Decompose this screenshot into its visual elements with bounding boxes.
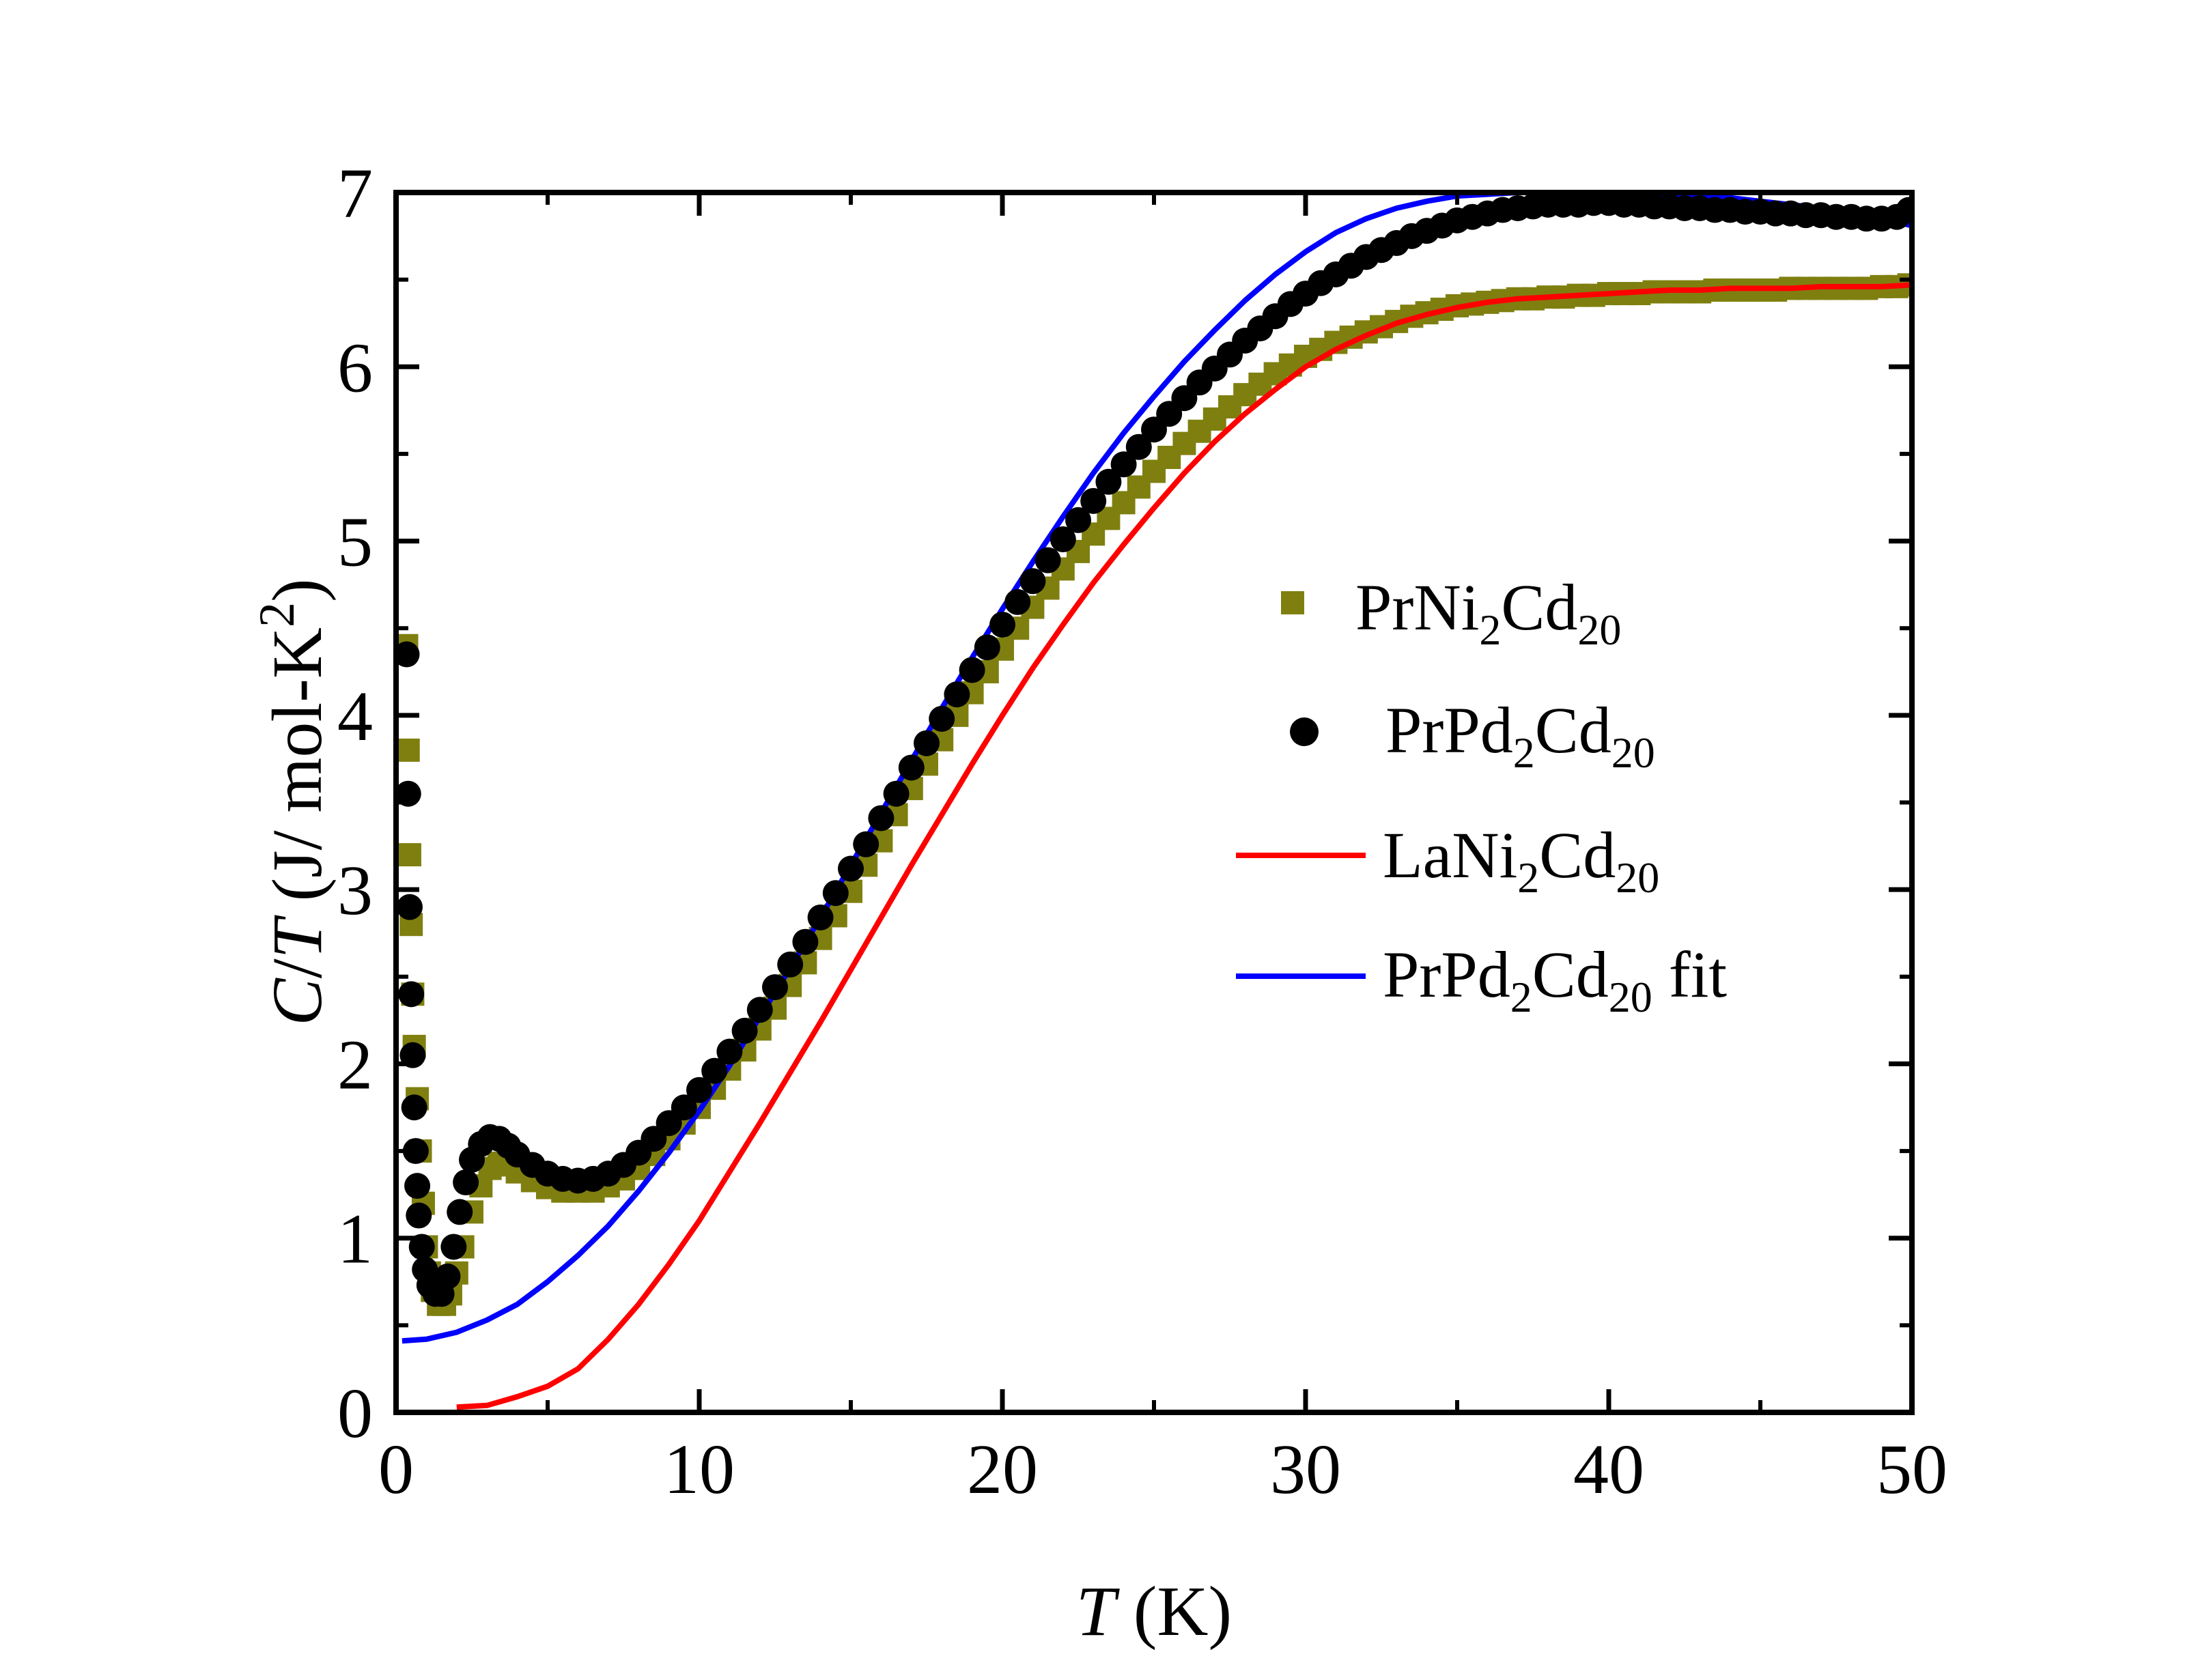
- data-point-prpd2cd20: [853, 831, 879, 857]
- legend-marker-prni2cd20: [1281, 591, 1304, 614]
- data-point-prpd2cd20: [453, 1169, 479, 1196]
- data-point-prpd2cd20: [1125, 433, 1152, 460]
- data-point-prpd2cd20: [731, 1017, 758, 1044]
- y-tick-label: 7: [337, 154, 373, 233]
- data-point-prpd2cd20: [898, 754, 925, 781]
- data-point-prpd2cd20: [807, 904, 834, 930]
- y-tick-label: 6: [337, 328, 373, 407]
- data-point-prpd2cd20: [838, 855, 864, 882]
- data-point-prpd2cd20: [777, 951, 804, 978]
- x-tick-label: 10: [664, 1430, 735, 1509]
- y-tick-label: 5: [337, 503, 373, 582]
- data-point-prpd2cd20: [1065, 507, 1091, 533]
- x-tick-label: 30: [1270, 1430, 1341, 1509]
- legend: PrNi2Cd20 PrPd2Cd20 LaNi2Cd20 PrPd2Cd20 …: [1236, 571, 1727, 1021]
- series-line-lani2cd20: [456, 282, 1912, 1410]
- data-point-prpd2cd20: [440, 1234, 467, 1260]
- data-point-prpd2cd20: [1110, 451, 1137, 478]
- data-point-prpd2cd20: [929, 705, 955, 732]
- legend-label-prni2cd20: PrNi2Cd20: [1355, 571, 1621, 654]
- data-point-prpd2cd20: [746, 997, 773, 1023]
- data-point-prpd2cd20: [792, 928, 819, 955]
- data-point-prpd2cd20: [914, 730, 940, 756]
- data-point-prpd2cd20: [447, 1199, 473, 1225]
- data-point-prpd2cd20: [1080, 487, 1107, 514]
- data-point-prpd2cd20: [701, 1057, 728, 1084]
- data-point-prpd2cd20: [406, 1202, 432, 1229]
- data-point-prni2cd20: [396, 738, 420, 762]
- data-point-prpd2cd20: [396, 894, 423, 920]
- x-tick-label: 0: [378, 1430, 414, 1509]
- data-point-prpd2cd20: [959, 657, 985, 683]
- data-point-prpd2cd20: [1095, 468, 1122, 495]
- data-point-prpd2cd20: [396, 641, 420, 668]
- x-tick-label: 50: [1876, 1430, 1947, 1509]
- y-axis-title: C/T (J/ mol-K2): [249, 578, 337, 1025]
- data-point-prpd2cd20: [1896, 197, 1912, 223]
- data-point-prpd2cd20: [404, 1173, 431, 1199]
- data-point-prpd2cd20: [686, 1077, 712, 1103]
- data-point-prpd2cd20: [1050, 526, 1076, 553]
- data-point-prpd2cd20: [398, 981, 425, 1008]
- x-tick-label: 20: [967, 1430, 1038, 1509]
- data-point-prpd2cd20: [944, 681, 970, 708]
- data-point-prpd2cd20: [974, 634, 1000, 661]
- data-point-prpd2cd20: [402, 1138, 429, 1165]
- data-point-prpd2cd20: [434, 1263, 461, 1290]
- y-tick-label: 2: [337, 1025, 373, 1104]
- data-point-prpd2cd20: [1019, 568, 1046, 595]
- y-tick-label: 4: [337, 677, 373, 756]
- data-point-prpd2cd20: [1004, 588, 1031, 615]
- plot-frame: [393, 190, 1915, 1415]
- data-point-prpd2cd20: [671, 1094, 697, 1121]
- data-point-prpd2cd20: [762, 974, 788, 1001]
- legend-label-prpd2cd20: PrPd2Cd20: [1369, 694, 1655, 777]
- x-axis-title: T (K): [1076, 1572, 1232, 1651]
- legend-marker-prpd2cd20: [1290, 717, 1319, 746]
- data-point-prni2cd20: [397, 843, 421, 867]
- legend-label-prpd2cd20-fit: PrPd2Cd20 fit: [1383, 938, 1727, 1021]
- y-tick-label: 0: [337, 1374, 373, 1453]
- data-point-prpd2cd20: [868, 805, 895, 831]
- data-point-prpd2cd20: [716, 1038, 743, 1065]
- y-tick-label: 1: [337, 1200, 373, 1279]
- tick-layer: 0 10 20 30 40 50 0 1 2 3 4 5 6 7: [337, 154, 1947, 1509]
- series-layer: [396, 193, 1912, 1410]
- legend-label-lani2cd20: LaNi2Cd20: [1383, 818, 1659, 902]
- data-point-prpd2cd20: [396, 780, 421, 807]
- data-point-prpd2cd20: [401, 1094, 427, 1121]
- data-point-prpd2cd20: [822, 880, 849, 907]
- y-tick-label: 3: [337, 851, 373, 930]
- data-point-prpd2cd20: [883, 780, 910, 807]
- data-point-prpd2cd20: [1034, 547, 1061, 573]
- data-point-prpd2cd20: [989, 612, 1015, 638]
- x-tick-label: 40: [1573, 1430, 1644, 1509]
